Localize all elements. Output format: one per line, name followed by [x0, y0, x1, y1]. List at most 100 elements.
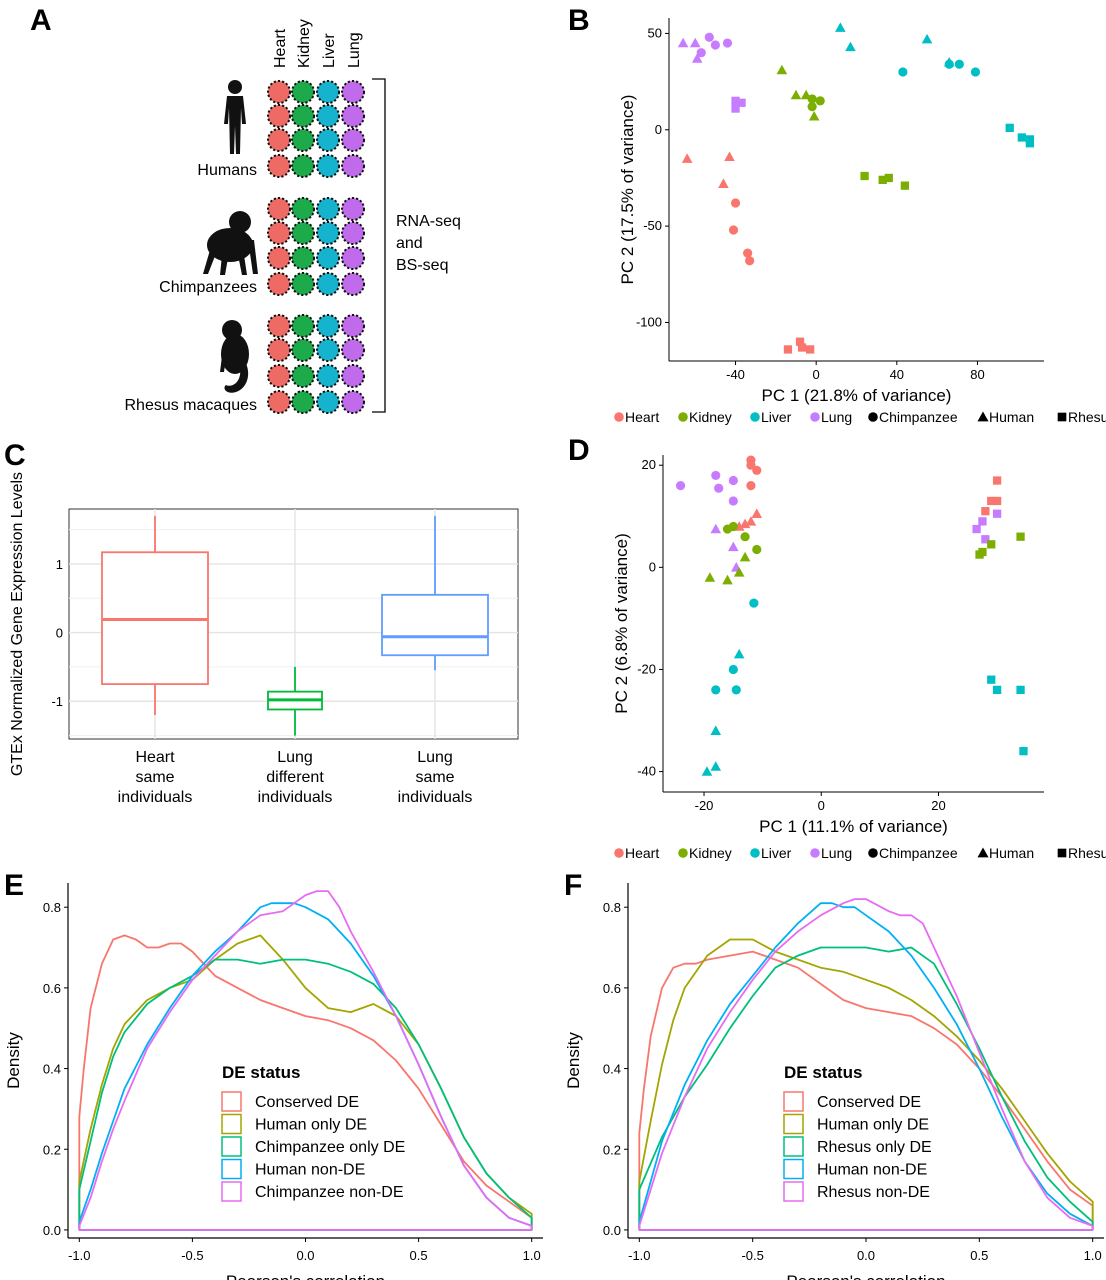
x-tick-label: 1.0: [523, 1248, 541, 1263]
category-label: Heart: [135, 749, 175, 766]
tissue-header-liver: Liver: [321, 33, 338, 68]
x-tick-label: -20: [695, 798, 714, 813]
species-label-rhesus: Rhesus macaques: [124, 397, 257, 414]
data-point: [704, 572, 716, 582]
legend-label: Human: [989, 409, 1034, 425]
legend-label: Liver: [761, 845, 792, 861]
data-point: [898, 67, 908, 77]
sample-dot: [267, 314, 291, 338]
sample-dot: [291, 272, 315, 296]
legend-key: [1057, 412, 1067, 422]
data-point: [711, 470, 721, 481]
panel-c-boxplot: 1 0 -1 Heart same individuals Lung different ind…: [9, 472, 519, 806]
y-tick-label: -1: [51, 694, 63, 709]
panel-label-d: D: [568, 434, 590, 467]
data-point: [752, 544, 762, 555]
tissue-headers: Heart Kidney Liver Lung: [272, 19, 363, 68]
data-point: [992, 476, 1002, 485]
data-point: [807, 102, 817, 112]
legend-label: Chimpanzee: [879, 845, 958, 861]
data-point: [722, 574, 733, 585]
x-tick-label: 0: [818, 798, 825, 813]
legend-label: Liver: [761, 409, 792, 425]
legend-key: [221, 1181, 242, 1202]
density-curve: [638, 902, 1094, 1231]
sample-dot: [267, 246, 291, 270]
data-point: [970, 67, 981, 77]
assay-line-2: and: [396, 235, 423, 252]
sample-dot: [341, 314, 365, 338]
x-tick-label: -0.5: [181, 1248, 203, 1263]
legend-key: [783, 1091, 804, 1112]
sample-dot: [316, 338, 340, 362]
legend-key: [614, 412, 624, 422]
data-point: [900, 181, 910, 190]
data-point: [710, 725, 722, 735]
data-point: [807, 94, 817, 104]
y-tick-label: 0.0: [43, 1223, 61, 1238]
data-point: [714, 483, 724, 493]
y-axis-label: Density: [4, 1032, 23, 1089]
category-label: individuals: [258, 789, 333, 806]
data-point: [978, 517, 987, 526]
sample-dot: [341, 246, 365, 270]
x-tick-label: -40: [726, 367, 745, 382]
y-tick-label: 1: [56, 557, 63, 572]
x-tick-label: 1.0: [1084, 1248, 1102, 1263]
sample-dot: [341, 221, 365, 245]
legend-key: [783, 1136, 804, 1157]
data-point: [740, 532, 750, 542]
panel-a-design: Heart Kidney Liver Lung Humans Chimpanze…: [124, 19, 461, 414]
legend-key: [977, 847, 989, 858]
data-point: [730, 198, 741, 208]
data-point: [845, 41, 856, 52]
density-curve: [638, 950, 1094, 1231]
x-axis-label: PC 1 (21.8% of variance): [762, 386, 952, 405]
human-icon: [224, 80, 246, 154]
chimpanzee-icon: [203, 211, 258, 275]
legend-label: Chimpanzee non-DE: [255, 1184, 404, 1201]
sample-dot: [291, 128, 315, 152]
x-tick-label: 20: [931, 798, 945, 813]
legend-key: [783, 1181, 804, 1202]
sample-dot: [316, 80, 340, 104]
data-point: [739, 551, 751, 562]
assay-line-1: RNA-seq: [396, 213, 461, 230]
panel-label-e: E: [4, 869, 24, 902]
data-point: [987, 675, 996, 684]
data-point: [981, 535, 990, 544]
sample-dot: [267, 80, 291, 104]
y-tick-label: 0: [56, 626, 63, 641]
data-point: [1019, 747, 1028, 756]
density-curve: [78, 934, 533, 1231]
data-point: [728, 496, 738, 506]
density-curve: [638, 898, 1094, 1231]
data-point: [1016, 532, 1025, 541]
data-point: [733, 648, 745, 659]
sample-dot: [316, 104, 340, 128]
tissue-header-kidney: Kidney: [296, 19, 313, 68]
x-tick-label: -0.5: [741, 1248, 763, 1263]
y-axis-label: Density: [564, 1032, 583, 1089]
sample-dot: [316, 221, 340, 245]
data-point: [987, 540, 996, 549]
sample-dot: [267, 221, 291, 245]
x-tick-label: 40: [890, 367, 904, 382]
legend-label: Rhesus macaque: [1068, 409, 1106, 425]
data-point: [921, 33, 933, 44]
y-tick-label: 0.6: [603, 981, 621, 996]
y-tick-label: -20: [637, 661, 656, 676]
data-point: [992, 496, 1002, 506]
data-point: [737, 98, 746, 107]
y-tick-label: 0: [655, 122, 662, 137]
legend-key: [221, 1091, 242, 1112]
legend-label: Lung: [821, 845, 852, 861]
species-label-humans: Humans: [197, 162, 257, 179]
legend-label: Human non-DE: [817, 1162, 927, 1179]
legend-label: Human: [989, 845, 1034, 861]
legend-label: Kidney: [689, 845, 732, 861]
panel-b-pca: -40 0 40 80 50 0 -50 -100 PC 1 (21.8% of varianc…: [618, 18, 1044, 405]
sample-dot: [291, 338, 315, 362]
data-point: [783, 345, 793, 354]
